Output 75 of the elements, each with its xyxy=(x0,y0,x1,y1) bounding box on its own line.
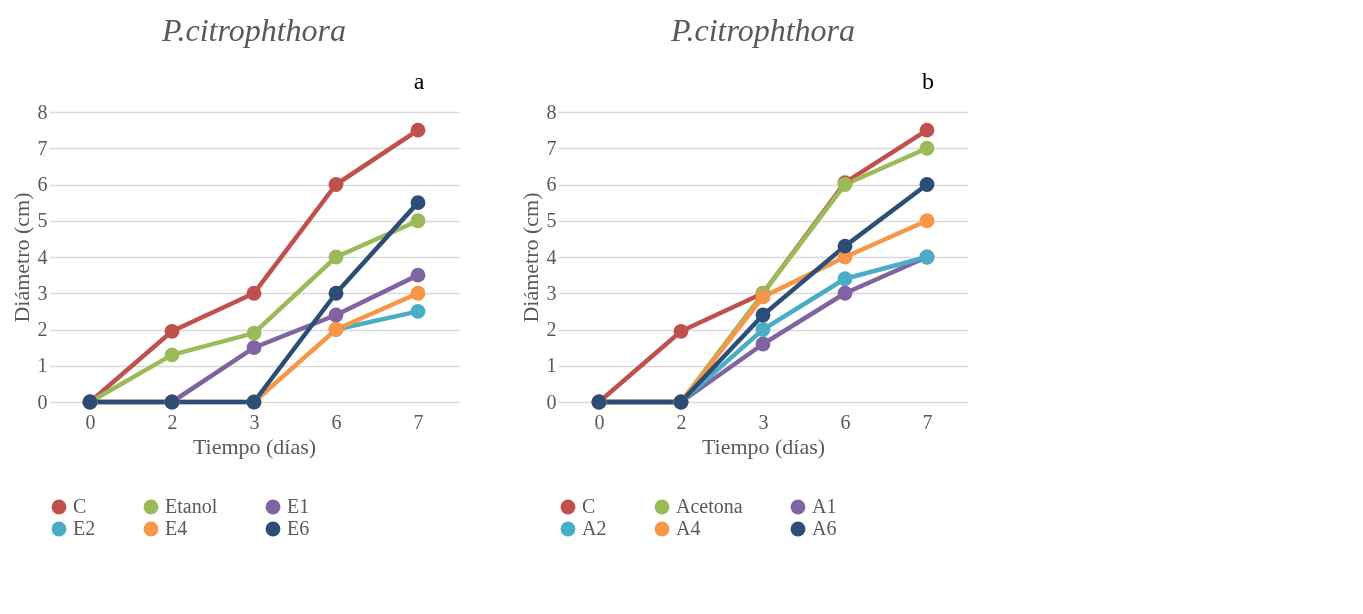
y-tick-label: 5 xyxy=(546,209,557,232)
y-tick-label: 8 xyxy=(37,100,48,123)
x-tick-label: 0 xyxy=(85,410,96,433)
point xyxy=(919,122,935,138)
point xyxy=(755,289,771,305)
legend-label: A1 xyxy=(812,495,837,517)
x-tick-label: 2 xyxy=(167,410,178,433)
point xyxy=(246,340,262,356)
legend-label: A4 xyxy=(676,517,701,539)
legend-label: E2 xyxy=(73,517,96,539)
point xyxy=(755,322,771,337)
point xyxy=(755,336,771,352)
point xyxy=(328,285,344,301)
point xyxy=(410,267,426,283)
point xyxy=(410,285,426,301)
y-tick-label: 0 xyxy=(37,390,48,413)
point xyxy=(410,213,426,229)
y-tick-label: 4 xyxy=(37,245,48,268)
x-tick-label: 7 xyxy=(922,410,933,433)
x-tick-label: 3 xyxy=(249,410,260,433)
point xyxy=(837,285,853,301)
legend-label: A6 xyxy=(812,517,837,539)
y-tick-label: 2 xyxy=(546,318,557,340)
point xyxy=(755,307,771,323)
y-tick-label: 1 xyxy=(546,354,557,377)
y-tick-label: 7 xyxy=(37,136,48,159)
legend-label: Etanol xyxy=(165,495,218,517)
legend-label: Acetona xyxy=(676,495,743,517)
y-tick-label: 3 xyxy=(37,281,48,304)
point xyxy=(837,271,853,287)
x-axis-title: Tiempo (días) xyxy=(192,433,317,459)
point xyxy=(837,238,853,254)
y-axis-title: Diámetro (cm) xyxy=(8,192,34,323)
point xyxy=(919,140,935,156)
point xyxy=(164,347,180,363)
y-tick-label: 8 xyxy=(546,100,557,123)
legend-label: C xyxy=(73,495,87,517)
y-tick-label: 3 xyxy=(546,281,557,304)
x-tick-label: 2 xyxy=(676,410,687,433)
y-tick-label: 6 xyxy=(37,173,48,195)
x-axis-title: Tiempo (días) xyxy=(701,433,826,459)
point xyxy=(328,177,344,192)
legend-label: A2 xyxy=(582,517,607,539)
legend-label: E6 xyxy=(287,517,310,539)
point xyxy=(919,213,935,229)
point xyxy=(919,177,935,192)
legend-label: E1 xyxy=(287,495,310,517)
text: a xyxy=(413,68,425,94)
chart-title: P.citrophthora xyxy=(160,12,347,48)
text: b xyxy=(922,68,934,94)
point xyxy=(410,122,426,138)
point xyxy=(164,323,180,339)
point xyxy=(673,323,689,339)
x-tick-label: 6 xyxy=(840,410,851,433)
y-tick-label: 5 xyxy=(37,209,48,232)
point xyxy=(410,303,426,319)
y-tick-label: 7 xyxy=(546,136,557,159)
y-tick-label: 2 xyxy=(37,318,48,340)
legend-label: C xyxy=(582,495,596,517)
y-tick-label: 6 xyxy=(546,173,557,195)
y-tick-label: 0 xyxy=(546,390,557,413)
y-axis-title: Diámetro (cm) xyxy=(517,192,543,323)
point xyxy=(246,325,262,341)
point xyxy=(246,285,262,301)
point xyxy=(328,307,344,323)
point xyxy=(328,249,344,265)
point xyxy=(410,195,426,211)
x-tick-label: 3 xyxy=(758,410,769,433)
legend-label: E4 xyxy=(165,517,188,539)
x-tick-label: 0 xyxy=(594,410,605,433)
chart-title: P.citrophthora xyxy=(669,12,856,48)
y-tick-label: 4 xyxy=(546,245,557,268)
x-tick-label: 6 xyxy=(331,410,342,433)
x-tick-label: 7 xyxy=(413,410,424,433)
y-tick-label: 1 xyxy=(37,354,48,377)
